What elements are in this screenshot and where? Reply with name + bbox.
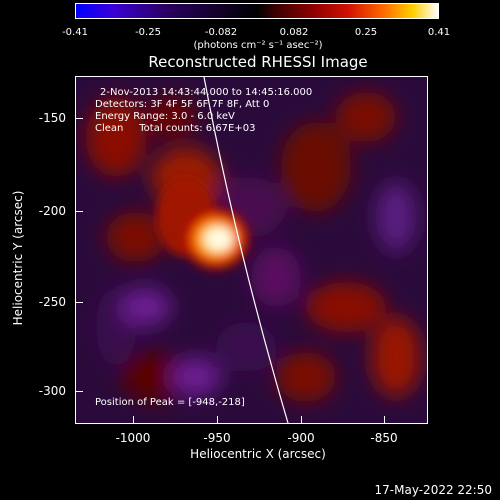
y-tick-mark [75,302,83,303]
energy-range-label: Energy Range: 3.0 - 6.0 keV [95,111,235,122]
x-tick-label: -1000 [115,431,151,445]
x-tick-mark [217,416,218,424]
y-tick-mark [75,118,83,119]
x-tick-label: -900 [287,431,315,445]
rhessi-image [76,77,427,423]
x-axis-label: Heliocentric X (arcsec) [190,447,326,461]
peak-position-label: Position of Peak = [-948,-218] [95,397,245,408]
solar-limb-line [203,77,289,423]
colorbar-tick-label: 0.25 [354,27,378,38]
y-tick-mark [75,211,83,212]
colorbar-gradient [76,4,438,18]
colorbar-tick-label: -0.41 [62,27,88,38]
y-tick-label: -300 [38,384,66,398]
x-tick-mark [133,416,134,424]
x-tick-mark [384,416,385,424]
colorbar-tick-label: -0.25 [135,27,161,38]
detectors-label: Detectors: 3F 4F 5F 6F 7F 8F, Att 0 [95,99,270,110]
x-tick-label: -950 [203,431,231,445]
colorbar-tick-label: 0.082 [279,27,309,38]
image-background-texture [86,92,421,402]
y-tick-label: -250 [38,295,66,309]
y-tick-label: -150 [38,111,66,125]
colorbar-units: (photons cm⁻² s⁻¹ asec⁻²) [193,40,323,51]
rhessi-image-plot [75,76,428,424]
clean-total-counts-label: Clean Total counts: 6.67E+03 [95,123,256,134]
y-tick-label: -200 [38,204,66,218]
colorbar [75,3,439,19]
colorbar-tick-label: 0.41 [427,27,451,38]
y-axis-label: Heliocentric Y (arcsec) [11,190,25,326]
plot-title: Reconstructed RHESSI Image [148,53,368,71]
plot-timestamp: 17-May-2022 22:50 [374,483,492,497]
y-tick-mark [75,391,83,392]
x-tick-label: -850 [370,431,398,445]
x-tick-mark [301,416,302,424]
time-range-label: 2-Nov-2013 14:43:44.000 to 14:45:16.000 [100,87,313,98]
colorbar-tick-label: -0.082 [204,27,238,38]
